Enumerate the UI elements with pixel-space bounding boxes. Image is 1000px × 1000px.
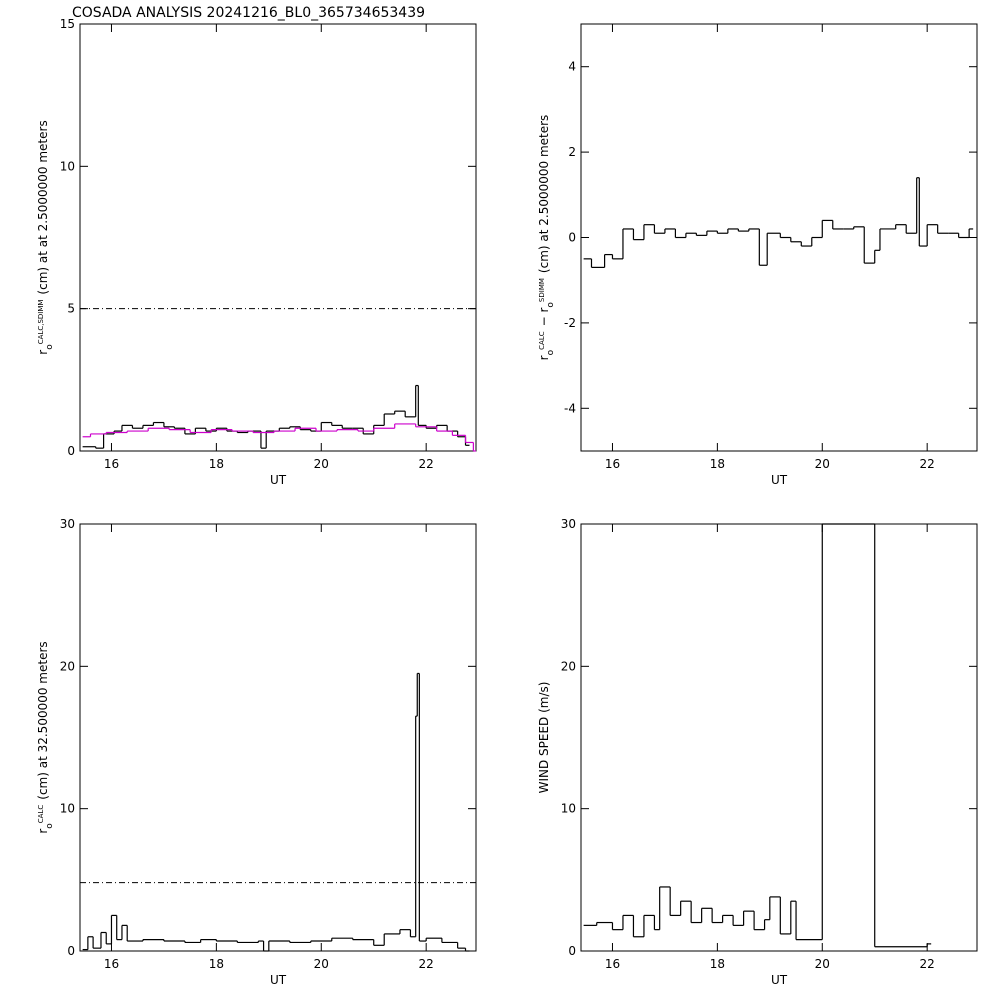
x-tick-label: 20	[314, 457, 329, 471]
y-tick-label: 30	[60, 517, 75, 531]
y-tick-label: -4	[564, 401, 576, 415]
x-tick-label: 22	[920, 957, 935, 971]
y-axis-label-part: (cm) at at 2.5000000 meters	[36, 120, 50, 294]
y-tick-label: -2	[564, 316, 576, 330]
x-tick-label: 18	[209, 957, 224, 971]
y-axis-label-part: − r	[537, 308, 551, 327]
y-axis-label-part: o	[546, 349, 556, 355]
y-tick-label: 10	[60, 159, 75, 173]
y-tick-label: 30	[561, 517, 576, 531]
x-tick-label: 22	[419, 457, 434, 471]
y-axis-label-part: WIND SPEED (m/s)	[537, 682, 551, 794]
x-axis-label: UT	[270, 973, 287, 987]
x-tick-label: 16	[605, 457, 620, 471]
x-tick-label: 22	[419, 957, 434, 971]
plot-frame	[580, 23, 978, 452]
x-tick-label: 16	[605, 957, 620, 971]
y-axis-label-part: (cm) at 32.500000 meters	[36, 641, 50, 799]
x-tick-label: 18	[710, 457, 725, 471]
y-axis-label: roCALC,SDIMM (cm) at at 2.5000000 meters	[36, 120, 55, 354]
y-axis-label-part: SDIMM	[538, 278, 546, 302]
y-tick-label: 20	[561, 659, 576, 673]
y-axis-label-part: r	[36, 829, 50, 834]
y-axis-label: roCALC (cm) at 32.500000 meters	[36, 641, 55, 833]
plot-frame	[580, 523, 978, 952]
y-axis-label-part: CALC	[538, 331, 546, 350]
x-tick-label: 20	[314, 957, 329, 971]
x-tick-label: 18	[710, 957, 725, 971]
x-tick-label: 20	[815, 457, 830, 471]
y-axis-label-part: CALC,SDIMM	[37, 300, 45, 345]
y-axis-label-part: r	[537, 355, 551, 360]
y-axis-label-part: o	[45, 823, 55, 829]
y-axis-label-part: o	[45, 344, 55, 350]
y-tick-label: 0	[568, 944, 576, 958]
y-tick-label: 0	[67, 444, 75, 458]
x-tick-label: 22	[920, 457, 935, 471]
y-axis-label: WIND SPEED (m/s)	[537, 682, 551, 794]
y-tick-label: 4	[568, 60, 576, 74]
y-tick-label: 5	[67, 302, 75, 316]
y-axis-label: roCALC− roSDIMM(cm) at 2.5000000 meters	[537, 115, 556, 361]
y-axis-label-part: o	[546, 302, 556, 308]
plot-frame	[79, 23, 477, 452]
y-tick-label: 0	[568, 231, 576, 245]
x-axis-label: UT	[771, 473, 788, 487]
y-tick-label: 10	[60, 802, 75, 816]
y-tick-label: 20	[60, 659, 75, 673]
x-tick-label: 16	[104, 457, 119, 471]
y-tick-label: 15	[60, 17, 75, 31]
x-tick-label: 20	[815, 957, 830, 971]
chart-title: COSADA ANALYSIS 20241216_BL0_36573465343…	[72, 5, 425, 21]
y-axis-label-part: (cm) at 2.5000000 meters	[537, 115, 551, 273]
y-axis-label-part: CALC	[37, 805, 45, 824]
y-axis-label-part: r	[36, 350, 50, 355]
x-tick-label: 16	[104, 957, 119, 971]
y-tick-label: 10	[561, 802, 576, 816]
plot-frame	[79, 523, 477, 952]
x-axis-label: UT	[270, 473, 287, 487]
x-tick-label: 18	[209, 457, 224, 471]
y-tick-label: 0	[67, 944, 75, 958]
y-tick-label: 2	[568, 145, 576, 159]
x-axis-label: UT	[771, 973, 788, 987]
